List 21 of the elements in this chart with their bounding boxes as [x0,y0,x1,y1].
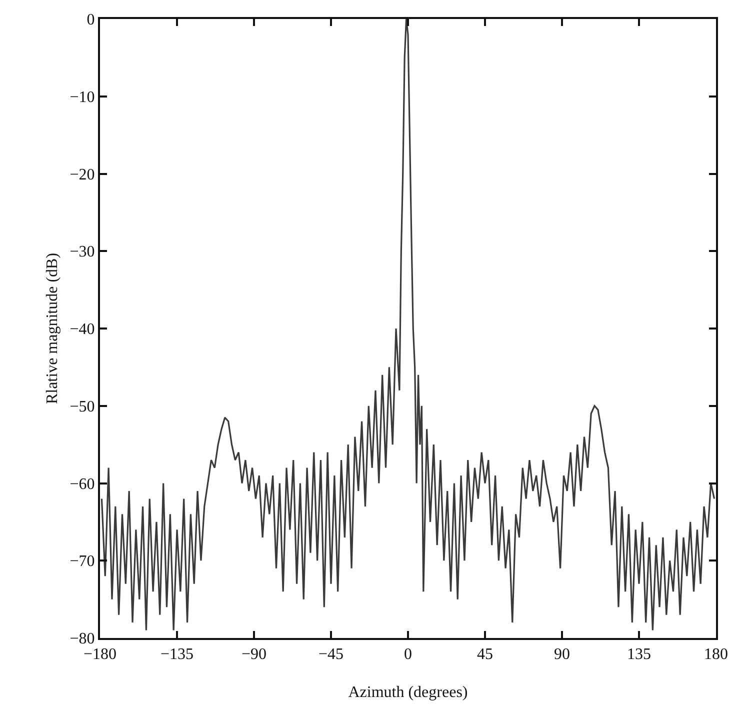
y-tick-label: −10 [70,88,95,106]
y-tick-label: −70 [70,553,95,570]
y-tick-label: −30 [70,244,95,261]
x-tick-label: 180 [704,646,728,664]
y-tick-label: −80 [70,630,95,648]
x-tick-label: −135 [160,646,194,664]
y-tick-label: 0 [86,12,95,29]
x-tick-label: 90 [554,646,570,664]
x-tick-label: 135 [627,646,651,664]
x-axis-title: Azimuth (degrees) [348,684,468,701]
x-tick-label: 45 [477,646,493,664]
x-tick-label: 0 [404,646,412,664]
y-tick-label: −40 [70,321,95,338]
line-series [100,19,716,632]
y-axis-title: Rlative magnitude (dB) [44,252,61,404]
x-tick-label: −180 [83,646,117,664]
x-tick-label: −90 [241,646,267,664]
y-tick-label: −60 [70,476,95,493]
x-tick-label: −45 [318,646,344,664]
y-tick-label: −20 [70,166,95,184]
y-tick-label: −50 [70,398,95,416]
